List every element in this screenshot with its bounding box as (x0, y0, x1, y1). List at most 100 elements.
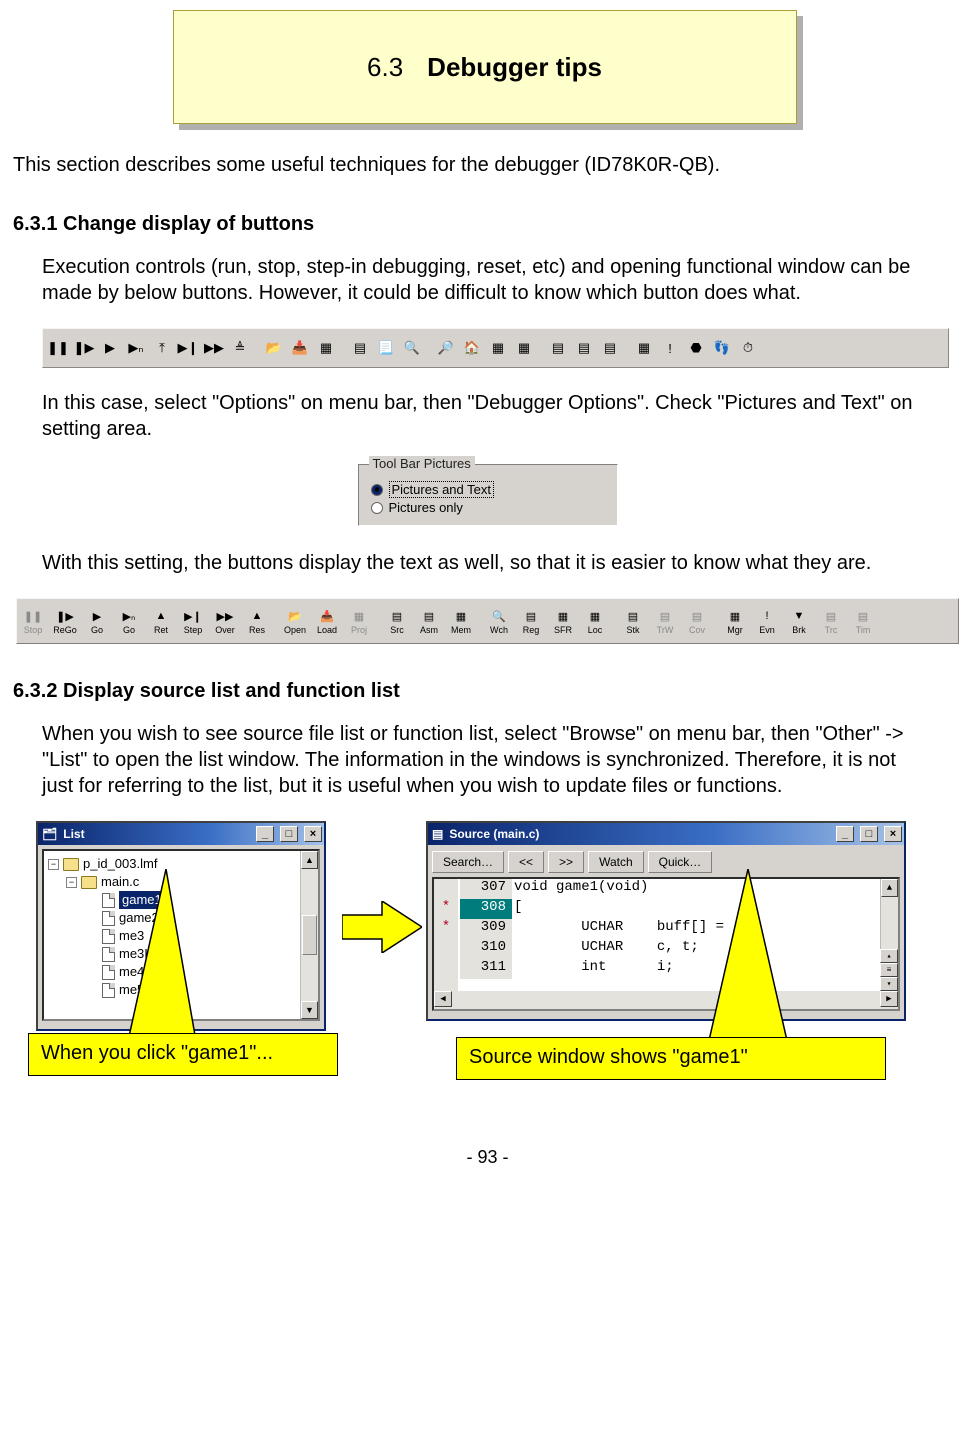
toolbar-btn-step[interactable]: ▶❙ (175, 332, 201, 364)
tree-expand-icon[interactable]: − (48, 859, 59, 870)
open-icon: 📂 (288, 607, 302, 625)
close-button[interactable]: × (884, 826, 902, 842)
toolbar-btn-trc: ▤Trc (815, 601, 847, 641)
radio-pictures-only[interactable]: Pictures only (371, 500, 607, 515)
toolbar-btn-loc[interactable]: ▦ (511, 332, 537, 364)
toolbar-btn-trw[interactable]: ▤ (571, 332, 597, 364)
toolbar-btn-sfr[interactable]: ▦SFR (547, 601, 579, 641)
toolbar-btn-ret[interactable]: ▲Ret (145, 601, 177, 641)
scroll-up-icon[interactable]: ▲ (301, 851, 318, 869)
toolbar-btn-label: Wch (490, 625, 508, 635)
toolbar-btn-mem[interactable]: 🔍 (399, 332, 425, 364)
toolbar-btn-wch[interactable]: 🔎 (433, 332, 459, 364)
toolbar-btn-res[interactable]: ≜ (227, 332, 253, 364)
minimize-button[interactable]: _ (836, 826, 854, 842)
subsection-631-heading: 6.3.1 Change display of buttons (13, 213, 965, 236)
toolbar-btn-open[interactable]: 📂Open (279, 601, 311, 641)
minimize-button[interactable]: _ (256, 826, 274, 842)
toolbar-btn-go[interactable]: ▶ₙGo (113, 601, 145, 641)
toolbar-btn-wch[interactable]: 🔍Wch (483, 601, 515, 641)
toolbar-btn-load[interactable]: 📥 (287, 332, 313, 364)
split-handle-icon[interactable]: ≡ (880, 963, 898, 977)
toolbar-btn-rego[interactable]: ❚▶ReGo (49, 601, 81, 641)
intro-text: This section describes some useful techn… (13, 154, 959, 177)
list-window-title: List (63, 827, 84, 841)
maximize-button[interactable]: □ (280, 826, 298, 842)
radio-dot-unselected-icon (371, 502, 383, 514)
toolbar-btn-tim[interactable]: ⏱ (735, 332, 761, 364)
file-icon (102, 983, 115, 998)
toolbar-btn-asm[interactable]: 📃 (373, 332, 399, 364)
callout-pointer-1 (128, 869, 208, 1041)
trc-icon: ▤ (826, 607, 836, 625)
list-titlebar[interactable]: 🗂 List _ □ × (38, 823, 324, 845)
source-btn-quick[interactable]: Quick… (648, 851, 713, 873)
toolbar-btn-loc[interactable]: ▦Loc (579, 601, 611, 641)
scroll-up-icon[interactable]: ▲ (881, 879, 898, 897)
split-handle-icon[interactable]: ▴ (880, 949, 898, 963)
toolbar-btn-proj[interactable]: ▦ (313, 332, 339, 364)
toolbar-btn-trc[interactable]: 👣 (709, 332, 735, 364)
toolbar-btn-sfr[interactable]: ▦ (485, 332, 511, 364)
toolbar-btn-label: Src (390, 625, 404, 635)
source-btn-search[interactable]: Search… (432, 851, 504, 873)
toolbar-btn-tim: ▤Tim (847, 601, 879, 641)
toolbar-btn-stk[interactable]: ▤Stk (617, 601, 649, 641)
asm-icon: ▤ (424, 607, 434, 625)
source-btn-watch[interactable]: Watch (588, 851, 644, 873)
toolbar-btn-label: Go (123, 625, 135, 635)
toolbar-btn-stk[interactable]: ▤ (545, 332, 571, 364)
scroll-right-icon[interactable]: ▶ (880, 991, 898, 1007)
toolbar-btn-go[interactable]: ▶Go (81, 601, 113, 641)
tree-expand-icon[interactable]: − (66, 877, 77, 888)
toolbar-btn-pause[interactable]: ❚❚ (45, 332, 71, 364)
toolbar-btn-playn[interactable]: ▶ₙ (123, 332, 149, 364)
callout-source-shows-game1: Source window shows "game1" (456, 1037, 886, 1080)
scroll-down-icon[interactable]: ▼ (301, 1001, 318, 1019)
mem-icon: ▦ (456, 607, 466, 625)
list-vscrollbar[interactable]: ▲ ▼ (300, 851, 318, 1019)
scroll-thumb[interactable] (302, 915, 317, 955)
toolbar-btn-label: Step (184, 625, 203, 635)
brk-icon: ▼ (794, 607, 805, 625)
toolbar-btn-play[interactable]: ▶ (97, 332, 123, 364)
toolbar-btn-mgr[interactable]: ▦ (631, 332, 657, 364)
source-window: ▤ Source (main.c) _ □ × Search…<<>>Watch… (426, 821, 906, 1021)
step-icon: ▶❙ (184, 607, 202, 625)
toolbar-btn-label: Open (284, 625, 306, 635)
toolbar-btn-trw: ▤TrW (649, 601, 681, 641)
toolbar-btn-load[interactable]: 📥Load (311, 601, 343, 641)
toolbar-btn-reg[interactable]: 🏠 (459, 332, 485, 364)
toolbar-btn-src[interactable]: ▤ (347, 332, 373, 364)
source-btn-[interactable]: << (508, 851, 544, 873)
toolbar-btn-evn[interactable]: !Evn (751, 601, 783, 641)
toolbar-btn-src[interactable]: ▤Src (381, 601, 413, 641)
close-button[interactable]: × (304, 826, 322, 842)
toolbar-btn-brk[interactable]: ⬣ (683, 332, 709, 364)
source-titlebar[interactable]: ▤ Source (main.c) _ □ × (428, 823, 904, 845)
scroll-left-icon[interactable]: ◀ (434, 991, 452, 1007)
source-hscrollbar[interactable]: ◀ ▶ (434, 991, 898, 1009)
radio-pictures-and-text[interactable]: Pictures and Text (371, 481, 607, 498)
split-handle-icon[interactable]: ▾ (880, 977, 898, 991)
toolbar-btn-reg[interactable]: ▤Reg (515, 601, 547, 641)
section-number: 6.3 (367, 52, 403, 83)
maximize-button[interactable]: □ (860, 826, 878, 842)
toolbar-btn-res[interactable]: ▲Res (241, 601, 273, 641)
toolbar-btn-asm[interactable]: ▤Asm (413, 601, 445, 641)
source-body[interactable]: ** 307308309310311 void game1(void)[ UCH… (432, 877, 900, 1011)
toolbar-btn-open[interactable]: 📂 (261, 332, 287, 364)
source-btn-[interactable]: >> (548, 851, 584, 873)
file-icon (102, 947, 115, 962)
toolbar-btn-brk[interactable]: ▼Brk (783, 601, 815, 641)
toolbar-btn-mgr[interactable]: ▦Mgr (719, 601, 751, 641)
toolbar-btn-cov[interactable]: ▤ (597, 332, 623, 364)
toolbar-btn-mem[interactable]: ▦Mem (445, 601, 477, 641)
toolbar-btn-over[interactable]: ▶▶ (201, 332, 227, 364)
evn-icon: ! (765, 607, 768, 625)
toolbar-btn-playstep[interactable]: ❚▶ (71, 332, 97, 364)
toolbar-btn-ret[interactable]: ⤒ (149, 332, 175, 364)
toolbar-btn-evn[interactable]: ! (657, 332, 683, 364)
toolbar-btn-step[interactable]: ▶❙Step (177, 601, 209, 641)
toolbar-btn-over[interactable]: ▶▶Over (209, 601, 241, 641)
